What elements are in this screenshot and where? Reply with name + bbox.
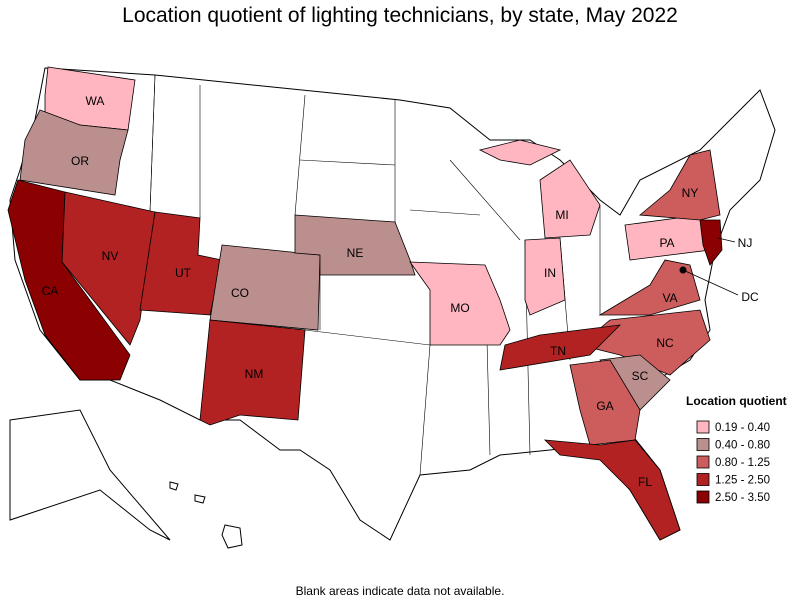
state-label: NE: [347, 246, 364, 260]
legend-swatch: [696, 455, 710, 469]
legend-label: 0.40 - 0.80: [715, 440, 770, 452]
legend-label: 0.19 - 0.40: [715, 422, 770, 434]
legend-swatch: [696, 420, 710, 434]
state-label: TN: [550, 344, 566, 358]
state-label: UT: [175, 266, 192, 280]
legend-swatch: [696, 473, 710, 486]
state-label: WA: [86, 94, 105, 108]
state-region: [61, 191, 156, 346]
legend-title: Location quotient: [686, 394, 787, 408]
alaska: [9, 409, 171, 541]
map-title: Location quotient of lighting technician…: [122, 4, 678, 27]
legend-label: 0.80 - 1.25: [715, 457, 770, 469]
state-region: [543, 439, 681, 541]
state-label: CA: [42, 284, 59, 298]
hawaii: [169, 481, 179, 491]
hawaii: [194, 494, 206, 504]
state-label: SC: [632, 369, 649, 383]
legend-label: 2.50 - 3.50: [715, 492, 770, 504]
legend-swatch: [696, 490, 710, 504]
legend-swatch: [696, 438, 710, 451]
state-region: [598, 259, 701, 316]
state-label: MI: [555, 208, 568, 222]
state-label: NJ: [738, 236, 753, 250]
label-leader: [717, 237, 736, 243]
state-region: [524, 237, 566, 316]
state-label: NV: [102, 249, 119, 263]
state-label: IN: [544, 266, 556, 280]
state-label: OR: [71, 154, 89, 168]
state-region: [539, 159, 601, 239]
state-label: NY: [682, 186, 699, 200]
footnote: Blank areas indicate data not available.: [296, 584, 505, 598]
state-label: CO: [231, 286, 249, 300]
state-label: MO: [450, 301, 469, 315]
state-label: DC: [741, 290, 759, 304]
state-region: [199, 319, 306, 426]
state-label: NM: [245, 367, 264, 381]
state-label: VA: [662, 291, 677, 305]
state-region: [409, 261, 511, 346]
state-region: [478, 139, 562, 166]
state-region: [209, 244, 321, 331]
state-label: FL: [638, 475, 652, 489]
hawaii: [221, 524, 243, 549]
state-region: [499, 324, 622, 371]
legend-label: 1.25 - 2.50: [715, 475, 770, 487]
label-leader: [682, 269, 739, 296]
state-label: GA: [596, 399, 613, 413]
state-label: PA: [659, 236, 674, 250]
state-label: NC: [656, 336, 674, 350]
state-region: [19, 109, 129, 196]
state-region: [294, 214, 416, 276]
state-region: [699, 219, 723, 266]
